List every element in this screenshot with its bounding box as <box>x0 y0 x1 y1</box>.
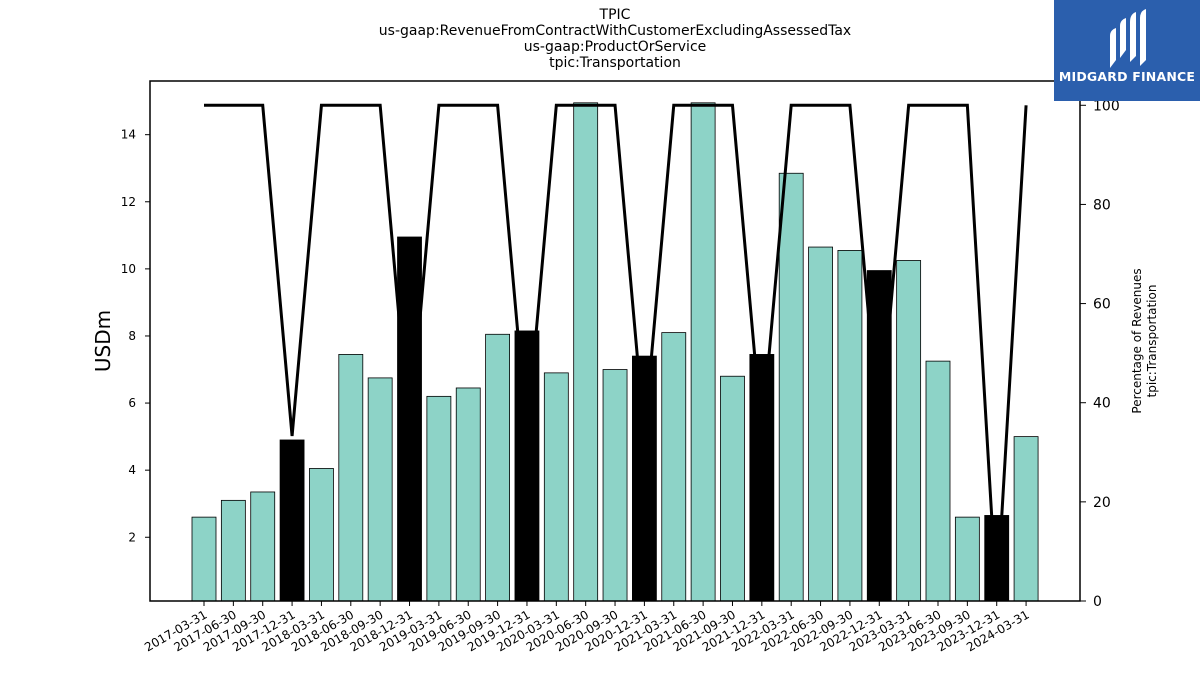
bar <box>426 395 452 602</box>
bar <box>485 333 511 602</box>
y2-axis-label: Percentage of Revenues <box>1130 268 1144 413</box>
bar <box>543 372 569 602</box>
bar <box>573 102 599 602</box>
bar <box>309 468 334 602</box>
bar <box>367 377 393 602</box>
y-axis-label: USDm <box>91 310 115 372</box>
y-tick-label: 8 <box>128 329 136 343</box>
y2-tick-label: 60 <box>1093 297 1111 313</box>
bar <box>720 375 745 602</box>
bar-q4 <box>279 439 305 602</box>
y-tick-label: 6 <box>128 396 136 410</box>
bar <box>338 354 364 602</box>
y2-tick-label: 40 <box>1093 396 1111 412</box>
bar <box>602 369 628 602</box>
bar <box>220 499 246 602</box>
bar-q4 <box>632 355 657 602</box>
chart-title-line: TPIC <box>599 7 631 23</box>
bar <box>778 172 804 602</box>
chart-title-line: us-gaap:ProductOrService <box>523 39 707 55</box>
y-tick-label: 12 <box>121 195 136 209</box>
y2-axis-label: tpic:Transportation <box>1145 285 1159 398</box>
bar-q4 <box>514 330 540 602</box>
bar <box>690 102 716 602</box>
y2-tick-label: 0 <box>1093 594 1102 610</box>
bar <box>954 516 980 602</box>
bar-q4 <box>749 354 775 602</box>
y2-tick-label: 20 <box>1093 495 1111 511</box>
y-tick-label: 4 <box>128 463 136 477</box>
chart-title-line: tpic:Transportation <box>549 55 681 71</box>
bar <box>250 491 276 602</box>
bar <box>896 260 922 602</box>
bar <box>1013 436 1039 602</box>
logo-text: MIDGARD FINANCE <box>1058 69 1196 84</box>
midgard-logo-icon <box>1110 9 1146 68</box>
y2-tick-label: 100 <box>1093 98 1120 114</box>
y-tick-label: 14 <box>121 128 136 142</box>
bar <box>808 246 833 602</box>
percentage-line <box>204 103 1028 602</box>
chart-title-line: us-gaap:RevenueFromContractWithCustomerE… <box>378 23 852 39</box>
y-tick-label: 2 <box>128 530 136 544</box>
bar <box>191 516 217 602</box>
bar <box>837 250 863 602</box>
y-tick-label: 10 <box>121 262 136 276</box>
bar <box>455 387 481 602</box>
bar <box>925 360 951 602</box>
bar <box>661 332 687 602</box>
y2-tick-label: 80 <box>1093 197 1111 213</box>
brand-logo: MIDGARD FINANCE <box>1054 0 1200 101</box>
